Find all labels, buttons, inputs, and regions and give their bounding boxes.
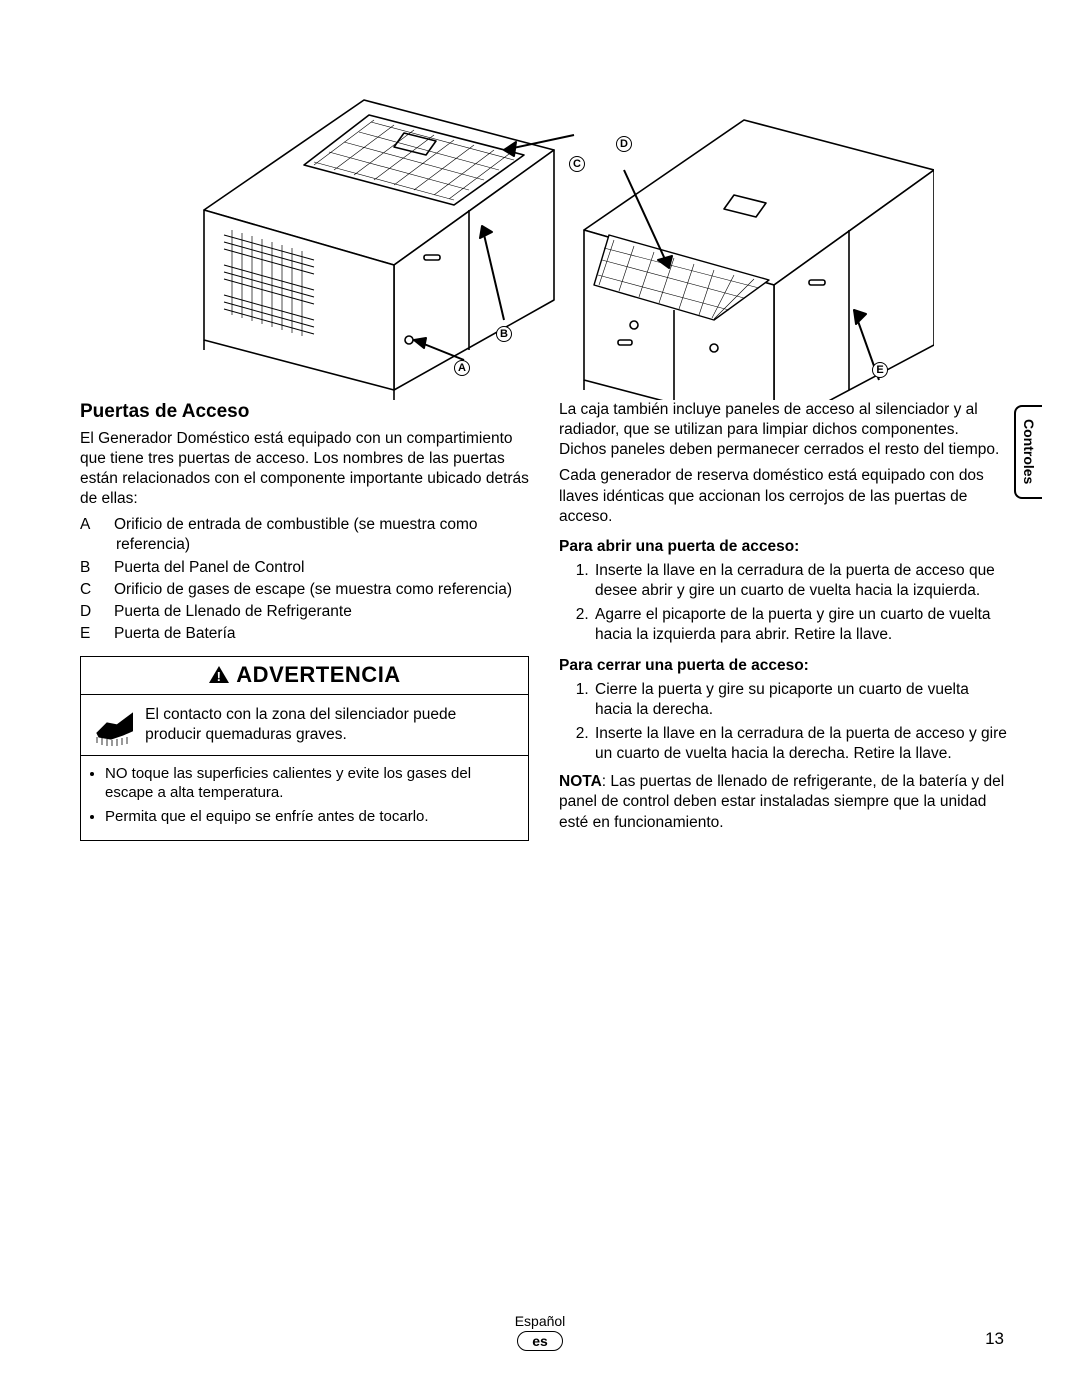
section-title: Puertas de Acceso bbox=[80, 400, 529, 425]
nota-text: : Las puertas de llenado de refrigerante… bbox=[559, 773, 1004, 830]
right-column: La caja también incluye paneles de acces… bbox=[559, 400, 1008, 841]
callout-d: D bbox=[616, 136, 632, 152]
footer-language-full: Español bbox=[0, 1313, 1080, 1329]
callout-a: A bbox=[454, 360, 470, 376]
right-p1: La caja también incluye paneles de acces… bbox=[559, 400, 1008, 460]
section-tab: Controles bbox=[1014, 405, 1042, 499]
generator-diagram: A B C D E bbox=[154, 60, 934, 380]
right-p2: Cada generador de reserva doméstico está… bbox=[559, 466, 1008, 526]
open-heading: Para abrir una puerta de acceso: bbox=[559, 537, 1008, 557]
page-number: 13 bbox=[985, 1329, 1004, 1349]
section-tab-label: Controles bbox=[1021, 419, 1037, 484]
component-list: AOrificio de entrada de combustible (se … bbox=[80, 515, 529, 644]
footer-language-pill: es bbox=[517, 1331, 563, 1351]
warning-bullet: Permita que el equipo se enfríe antes de… bbox=[105, 807, 514, 827]
list-item: DPuerta de Llenado de Refrigerante bbox=[98, 602, 529, 622]
item-b-text: Puerta del Panel de Control bbox=[114, 559, 304, 576]
open-step: Agarre el picaporte de la puerta y gire … bbox=[593, 605, 1008, 645]
list-item: COrificio de gases de escape (se muestra… bbox=[98, 580, 529, 600]
warning-title-text: ADVERTENCIA bbox=[236, 662, 400, 687]
nota-label: NOTA bbox=[559, 773, 602, 790]
callout-e: E bbox=[872, 362, 888, 378]
warning-body-text: El contacto con la zona del silenciador … bbox=[145, 705, 516, 745]
open-step: Inserte la llave en la cerradura de la p… bbox=[593, 561, 1008, 601]
warning-box: ! ADVERTENCIA El contacto con la zona del… bbox=[80, 656, 529, 841]
list-item: BPuerta del Panel de Control bbox=[98, 558, 529, 578]
left-column: Puertas de Acceso El Generador Doméstico… bbox=[80, 400, 529, 841]
item-e-text: Puerta de Batería bbox=[114, 625, 236, 642]
page-footer: Español es bbox=[0, 1313, 1080, 1351]
item-d-text: Puerta de Llenado de Refrigerante bbox=[114, 603, 352, 620]
intro-paragraph: El Generador Doméstico está equipado con… bbox=[80, 429, 529, 510]
list-item: EPuerta de Batería bbox=[98, 624, 529, 644]
callout-c: C bbox=[569, 156, 585, 172]
close-step: Inserte la llave en la cerradura de la p… bbox=[593, 724, 1008, 764]
callout-b: B bbox=[496, 326, 512, 342]
close-heading: Para cerrar una puerta de acceso: bbox=[559, 656, 1008, 676]
close-steps: Cierre la puerta y gire su picaporte un … bbox=[559, 680, 1008, 765]
warning-bullet: NO toque las superficies calientes y evi… bbox=[105, 764, 514, 803]
item-c-text: Orificio de gases de escape (se muestra … bbox=[114, 581, 512, 598]
diagram-svg bbox=[154, 60, 934, 400]
svg-text:!: ! bbox=[217, 669, 222, 684]
item-a-text: Orificio de entrada de combustible (se m… bbox=[114, 516, 478, 553]
list-item: AOrificio de entrada de combustible (se … bbox=[98, 515, 529, 555]
open-steps: Inserte la llave en la cerradura de la p… bbox=[559, 561, 1008, 646]
close-step: Cierre la puerta y gire su picaporte un … bbox=[593, 680, 1008, 720]
warning-bullets: NO toque las superficies calientes y evi… bbox=[81, 756, 528, 841]
warning-icon: ! bbox=[208, 665, 230, 684]
nota-paragraph: NOTA: Las puertas de llenado de refriger… bbox=[559, 772, 1008, 832]
hot-surface-icon bbox=[93, 703, 133, 747]
warning-heading: ! ADVERTENCIA bbox=[81, 657, 528, 695]
